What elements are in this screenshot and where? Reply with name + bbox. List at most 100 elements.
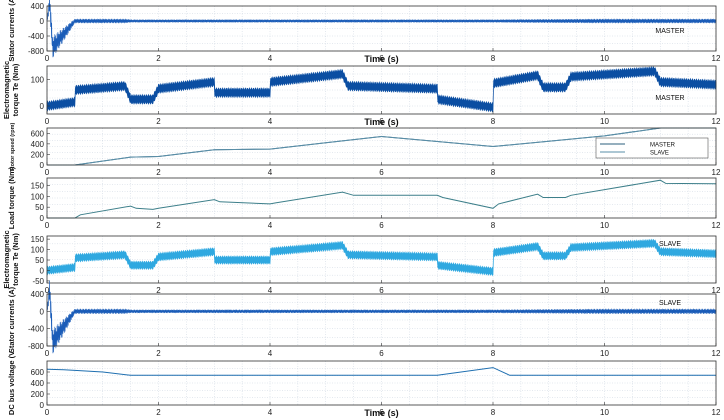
x-tick-label: 4 [268, 168, 273, 177]
x-tick-label: 0 [45, 117, 50, 126]
y-tick-label: -50 [32, 277, 44, 286]
x-tick-label: 12 [712, 117, 721, 126]
x-tick-label: 2 [156, 349, 161, 358]
x-tick-label: 8 [491, 408, 496, 417]
x-tick-label: 0 [45, 54, 50, 63]
x-tick-label: 10 [600, 168, 609, 177]
y-tick-label: 600 [31, 368, 45, 377]
current-trace [46, 0, 717, 58]
x-tick-label: 10 [600, 349, 609, 358]
x-tick-label: 4 [268, 349, 273, 358]
x-tick-label: 2 [156, 221, 161, 230]
x-tick-label: 10 [600, 408, 609, 417]
y-axis-label: Stator currents (A) [7, 0, 16, 62]
series-line-0 [47, 179, 717, 219]
y-tick-label: 200 [31, 150, 45, 159]
chart-panel-p2: 0 100 0 2 4 6 8 10 12 Time (s) Electromagnetic torq… [2, 61, 721, 127]
current-trace [46, 280, 717, 354]
x-tick-label: 12 [712, 408, 721, 417]
y-axis-label: Electromagnetic [2, 61, 11, 119]
x-tick-label: 4 [268, 54, 273, 63]
x-tick-label: 0 [45, 286, 50, 295]
legend: MASTER SLAVE [595, 137, 709, 159]
x-tick-label: 8 [491, 221, 496, 230]
y-tick-label: 100 [31, 246, 45, 255]
y-tick-label: 0 [40, 161, 45, 170]
y-axis-label: Rotor speed (rpm) [10, 122, 16, 170]
y-axis-label: torque Te (Nm) [11, 63, 20, 116]
x-tick-label: 0 [45, 408, 50, 417]
legend-entry: MASTER [650, 143, 676, 149]
y-tick-label: 0 [40, 214, 45, 223]
y-tick-label: 400 [31, 379, 45, 388]
y-tick-label: 150 [31, 235, 45, 244]
x-tick-label: 8 [491, 286, 496, 295]
panel-annotation: SLAVE [659, 300, 681, 307]
x-tick-label: 0 [45, 221, 50, 230]
x-axis-label: Time (s) [364, 408, 398, 418]
y-tick-label: 0 [40, 17, 45, 26]
x-tick-label: 4 [268, 117, 273, 126]
x-tick-label: 10 [600, 221, 609, 230]
x-tick-label: 10 [600, 117, 609, 126]
y-axis-label: Electromagnetic [2, 230, 11, 288]
y-tick-label: 0 [40, 102, 45, 111]
chart-panel-p1: -800 -400 0 400 0 2 4 6 8 10 12 Time (s) Stator curr… [7, 0, 721, 64]
y-tick-label: -400 [28, 325, 45, 334]
x-tick-label: 6 [379, 168, 384, 177]
y-tick-label: 50 [35, 203, 44, 212]
y-tick-label: 100 [31, 192, 45, 201]
y-tick-label: 600 [31, 129, 45, 138]
y-axis-label: DC bus voltage (V [7, 351, 16, 415]
panel-annotation: MASTER [655, 28, 684, 35]
y-tick-label: 400 [31, 290, 45, 299]
x-tick-label: 12 [712, 168, 721, 177]
x-tick-label: 6 [379, 408, 384, 417]
x-tick-label: 2 [156, 408, 161, 417]
legend-box [595, 137, 709, 159]
y-axis-label: Load torque (Nm) [7, 166, 16, 229]
y-tick-label: 400 [31, 140, 45, 149]
y-tick-label: 0 [40, 307, 45, 316]
x-tick-label: 12 [712, 286, 721, 295]
y-tick-label: -400 [28, 32, 45, 41]
x-tick-label: 12 [712, 54, 721, 63]
y-tick-label: 400 [31, 2, 45, 11]
x-tick-label: 6 [379, 117, 384, 126]
x-axis-label: Time (s) [364, 54, 398, 64]
x-tick-label: 2 [156, 168, 161, 177]
x-tick-label: 4 [268, 286, 273, 295]
x-tick-label: 4 [268, 408, 273, 417]
y-tick-label: -800 [28, 342, 45, 351]
y-tick-label: 100 [31, 75, 45, 84]
y-axis-label: Stator currents (A) [7, 286, 16, 353]
x-tick-label: 2 [156, 54, 161, 63]
y-tick-label: 50 [35, 256, 44, 265]
x-axis-label: Time (s) [364, 117, 398, 127]
x-tick-label: 2 [156, 286, 161, 295]
x-tick-label: 12 [712, 349, 721, 358]
x-tick-label: 6 [379, 221, 384, 230]
x-tick-label: 6 [379, 349, 384, 358]
series-line-slave [47, 127, 716, 166]
legend-entry: SLAVE [650, 151, 669, 157]
x-tick-label: 0 [45, 168, 50, 177]
y-tick-label: -800 [28, 47, 45, 56]
x-tick-label: 8 [491, 54, 496, 63]
x-tick-label: 12 [712, 221, 721, 230]
y-tick-label: 0 [40, 266, 45, 275]
panel-annotation: SLAVE [659, 241, 681, 248]
y-tick-label: 150 [31, 182, 45, 191]
y-tick-label: 200 [31, 390, 45, 399]
series-line-0 [46, 367, 716, 376]
x-tick-label: 2 [156, 117, 161, 126]
x-tick-label: 10 [600, 54, 609, 63]
panel-annotation: MASTER [655, 95, 684, 102]
x-tick-label: 10 [600, 286, 609, 295]
